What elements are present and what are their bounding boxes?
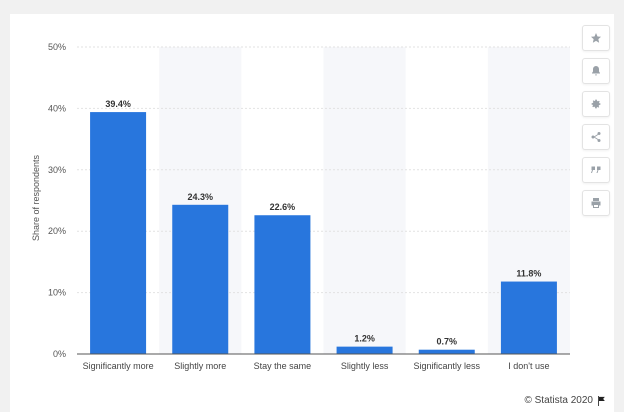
quote-icon	[591, 166, 601, 173]
bar[interactable]	[418, 349, 475, 354]
value-label: 22.6%	[270, 202, 296, 212]
bar[interactable]	[172, 204, 229, 354]
bar[interactable]	[90, 112, 147, 354]
settings-button[interactable]	[582, 91, 610, 117]
chart-footer: © Statista 2020	[524, 395, 606, 406]
x-tick-label: Stay the same	[254, 361, 312, 371]
value-label: 11.8%	[516, 269, 541, 279]
y-tick-label: 50%	[48, 42, 66, 52]
bell-icon	[592, 66, 600, 76]
x-tick-label: Slightly more	[174, 361, 226, 371]
value-label: 39.4%	[105, 99, 131, 109]
x-tick-label: I don't use	[508, 361, 549, 371]
y-tick-label: 0%	[53, 349, 66, 359]
y-tick-label: 30%	[48, 165, 66, 175]
x-tick-label: Significantly more	[83, 361, 154, 371]
column-band	[323, 47, 406, 354]
print-icon	[591, 198, 601, 208]
favorite-button[interactable]	[582, 25, 610, 51]
x-axis-ticks: Significantly more Slightly more Stay the …	[83, 361, 550, 371]
value-label: 0.7%	[436, 337, 457, 347]
y-tick-label: 40%	[48, 103, 66, 113]
print-button[interactable]	[582, 190, 610, 216]
gear-icon	[591, 99, 601, 109]
flag-icon[interactable]	[597, 395, 606, 406]
source-credit[interactable]: © Statista 2020	[524, 395, 593, 406]
star-icon	[591, 33, 601, 43]
share-icon	[591, 132, 601, 142]
bar[interactable]	[254, 215, 311, 354]
y-axis-ticks: 0% 10% 20% 30% 40% 50%	[48, 42, 66, 359]
x-tick-label: Significantly less	[413, 361, 480, 371]
value-labels: 39.4% 24.3% 22.6% 1.2% 0.7% 11.8%	[105, 99, 541, 347]
x-tick-label: Slightly less	[341, 361, 389, 371]
y-tick-label: 10%	[48, 288, 66, 298]
value-label: 1.2%	[354, 334, 375, 344]
y-tick-label: 20%	[48, 226, 66, 236]
bar[interactable]	[336, 346, 393, 354]
cite-button[interactable]	[582, 157, 610, 183]
value-label: 24.3%	[187, 192, 213, 202]
share-button[interactable]	[582, 124, 610, 150]
bars	[90, 112, 557, 354]
bar[interactable]	[500, 281, 557, 354]
notification-button[interactable]	[582, 58, 610, 84]
chart-toolbar	[582, 25, 612, 223]
y-axis-label: Share of respondents	[31, 154, 41, 241]
